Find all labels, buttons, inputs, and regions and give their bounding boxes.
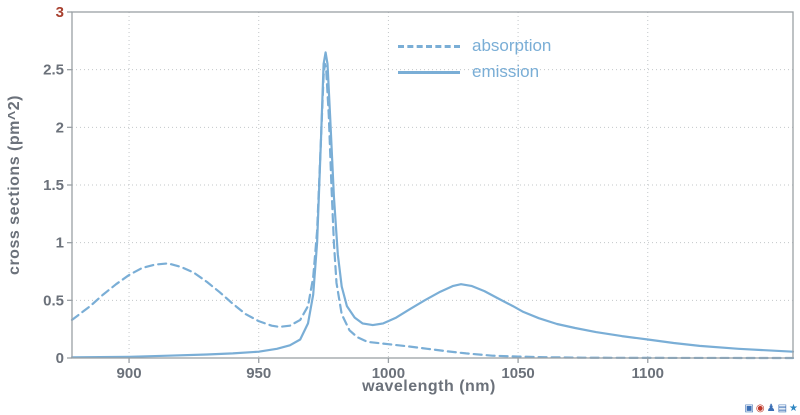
star-icon[interactable]: ★ (789, 403, 798, 414)
x-tick-label: 900 (117, 365, 142, 382)
y-tick-label: 1 (56, 235, 64, 252)
x-axis-title: wavelength (nm) (362, 378, 496, 395)
legend-label-emission: emission (472, 62, 540, 81)
absorption-curve (70, 62, 795, 360)
absorption-line-sample (398, 44, 460, 48)
x-tick-label: 1100 (631, 365, 664, 382)
legend-item-absorption: absorption (398, 33, 551, 59)
emission-curve (70, 51, 795, 359)
y-tick-label: 0.5 (43, 292, 64, 309)
y-tick-label: 0 (56, 350, 64, 367)
y-tick-label: 2.5 (43, 62, 64, 79)
legend-label-absorption: absorption (472, 36, 552, 55)
record-icon[interactable]: ◉ (755, 403, 765, 414)
legend-item-emission: emission (398, 59, 551, 85)
x-tick-label: 1050 (501, 365, 534, 382)
legend: absorption emission (398, 33, 551, 85)
corner-icon-strip: ▣ ◉ ♟ ▤ ★ (744, 403, 798, 414)
grid-icon[interactable]: ▤ (777, 403, 788, 414)
x-tick-label: 950 (246, 365, 271, 382)
window-icon[interactable]: ▣ (744, 403, 754, 414)
emission-line-sample (398, 70, 460, 74)
person-icon[interactable]: ♟ (766, 403, 776, 414)
x-tick-label: 1000 (372, 365, 405, 382)
y-tick-label: 2 (56, 119, 64, 136)
y-tick-label: 3 (56, 4, 64, 21)
y-axis-title: cross sections (pm^2) (6, 95, 23, 275)
y-tick-label: 1.5 (43, 177, 64, 194)
